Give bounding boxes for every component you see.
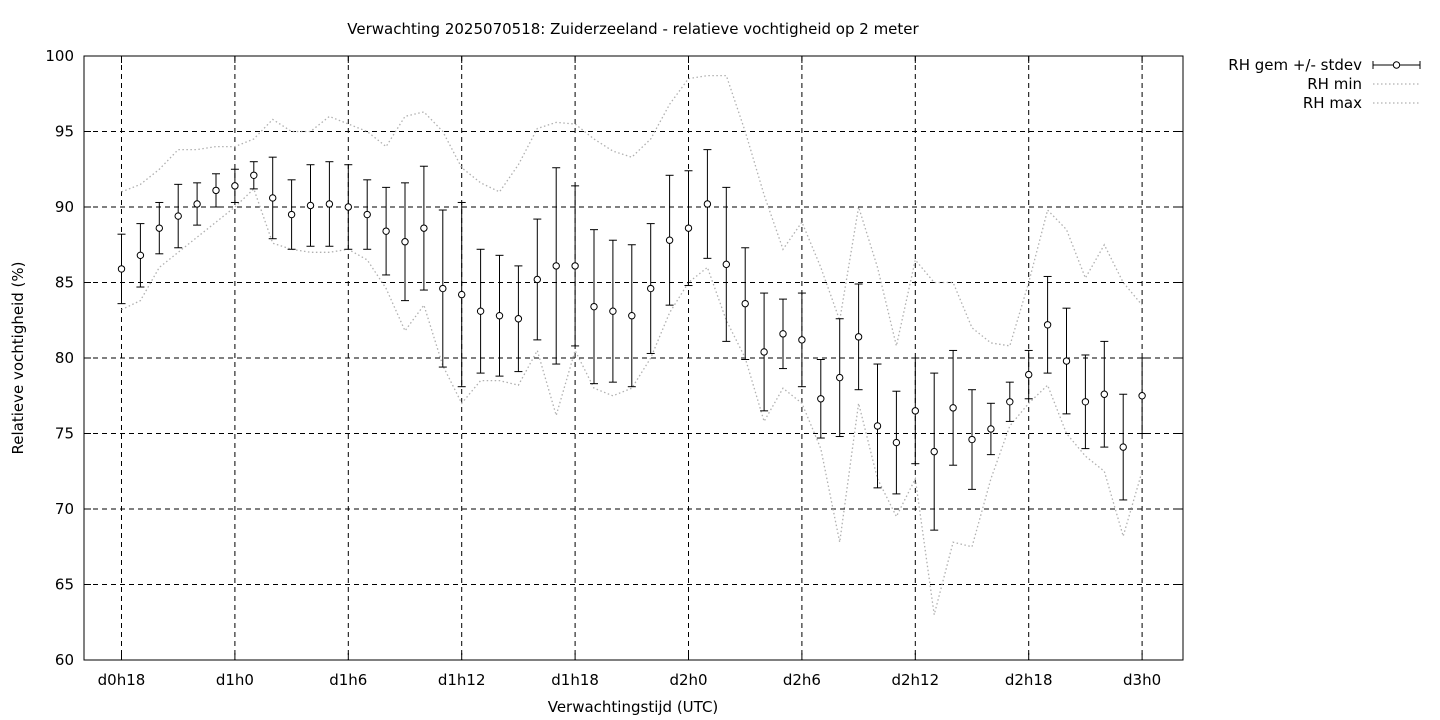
y-tick-label: 80 — [55, 349, 74, 367]
mean-point — [1062, 357, 1071, 365]
x-axis: d0h18 d1h0 d1h6 d1h12 d1h18 d2h0 d2h6 d2h12 d2h1… — [98, 56, 1161, 689]
mean-point — [476, 307, 485, 315]
mean-point — [854, 333, 863, 341]
y-tick-label: 60 — [55, 651, 74, 669]
mean-point — [287, 210, 296, 219]
x-tick-label: d1h6 — [329, 671, 367, 689]
mean-point — [552, 262, 560, 270]
mean-point — [269, 194, 277, 202]
mean-point — [911, 407, 919, 415]
mean-point — [930, 447, 938, 456]
mean-point — [495, 312, 504, 320]
y-tick-label: 95 — [55, 123, 74, 141]
x-tick-label: d0h18 — [98, 671, 146, 689]
mean-point — [741, 299, 749, 308]
mean-point — [344, 203, 352, 211]
mean-point — [231, 182, 239, 190]
mean-point — [628, 312, 636, 320]
mean-point — [1081, 398, 1090, 406]
legend-label: RH gem +/- stdev — [1228, 56, 1362, 74]
legend-swatch-point — [1392, 61, 1401, 69]
mean-point — [665, 236, 674, 244]
mean-point — [363, 210, 371, 219]
mean-point — [155, 224, 164, 232]
x-tick-label: d2h0 — [669, 671, 707, 689]
mean-point — [949, 404, 957, 412]
x-axis-label: Verwachtingstijd (UTC) — [548, 698, 719, 716]
y-tick-label: 85 — [55, 274, 74, 292]
mean-point — [401, 238, 409, 246]
y-tick-label: 70 — [55, 500, 74, 518]
y-axis-label: Relatieve vochtigheid (%) — [9, 261, 27, 454]
mean-point — [590, 302, 598, 311]
mean-point — [1138, 392, 1146, 400]
x-tick-label: d1h0 — [216, 671, 254, 689]
mean-point — [968, 435, 976, 444]
mean-point — [703, 200, 712, 208]
y-tick-label: 90 — [55, 198, 74, 216]
mean-point — [684, 224, 693, 232]
mean-point — [892, 438, 901, 447]
mean-point — [420, 224, 428, 232]
mean-point — [987, 425, 995, 433]
series-mean — [117, 149, 1147, 531]
grid — [84, 56, 1183, 660]
mean-point — [174, 212, 182, 220]
mean-point — [873, 422, 882, 430]
x-tick-label: d2h6 — [783, 671, 821, 689]
mean-point — [1100, 390, 1109, 398]
y-tick-label: 65 — [55, 576, 74, 594]
mean-point — [306, 201, 315, 210]
x-tick-label: d2h18 — [1005, 671, 1053, 689]
mean-point — [514, 315, 523, 323]
mean-point — [439, 284, 447, 293]
mean-point — [836, 373, 844, 382]
y-tick-label: 100 — [45, 47, 74, 65]
mean-point — [136, 251, 145, 260]
y-tick-label: 75 — [55, 425, 74, 443]
mean-point — [1119, 443, 1127, 451]
y-axis: 60 65 70 75 80 85 90 95 100 — [45, 47, 1183, 669]
x-tick-label: d1h18 — [551, 671, 599, 689]
chart-title: Verwachting 2025070518: Zuiderzeeland - … — [347, 20, 919, 38]
mean-point — [533, 275, 541, 284]
mean-point — [250, 171, 258, 179]
mean-point — [1043, 321, 1052, 329]
legend-label: RH max — [1303, 94, 1362, 112]
mean-point — [647, 284, 655, 293]
mean-point — [325, 200, 334, 208]
mean-point — [193, 200, 201, 208]
mean-point — [609, 307, 617, 315]
mean-point — [722, 260, 730, 269]
mean-point — [798, 336, 806, 344]
mean-point — [117, 265, 126, 273]
mean-point — [817, 395, 825, 403]
mean-point — [458, 290, 466, 299]
mean-point — [212, 186, 220, 195]
mean-point — [382, 227, 390, 235]
mean-point — [571, 262, 579, 270]
mean-point — [1025, 370, 1033, 379]
legend-label: RH min — [1307, 75, 1362, 93]
x-tick-label: d3h0 — [1123, 671, 1161, 689]
mean-point — [760, 348, 768, 356]
x-tick-label: d1h12 — [438, 671, 486, 689]
mean-point — [1006, 398, 1014, 406]
x-tick-label: d2h12 — [891, 671, 939, 689]
mean-point — [779, 330, 787, 338]
